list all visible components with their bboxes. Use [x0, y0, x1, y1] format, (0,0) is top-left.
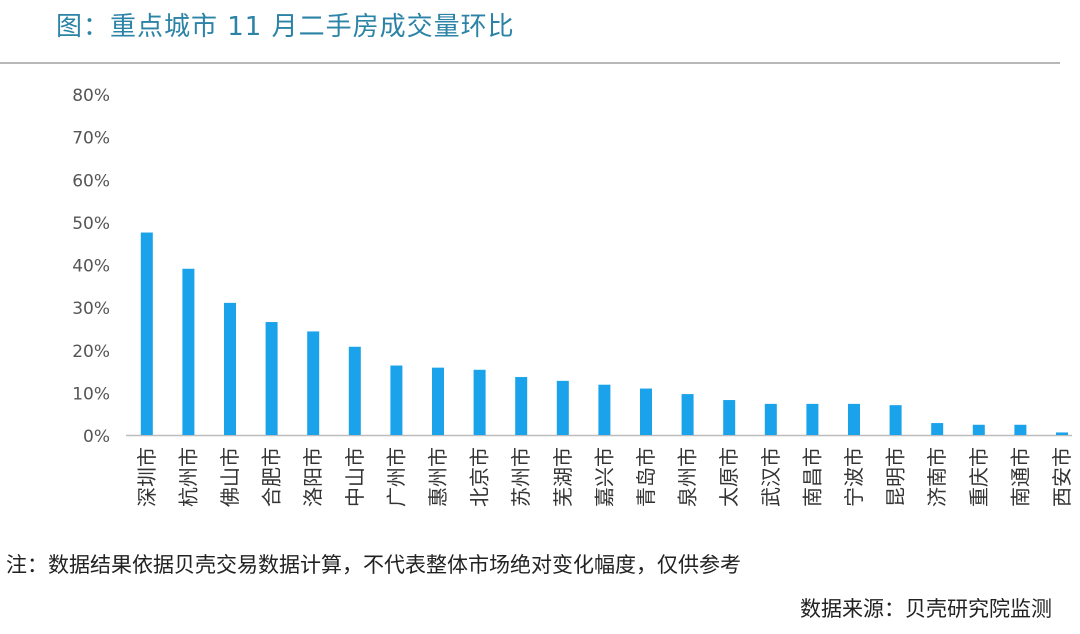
x-tick-label: 南通市 [1008, 447, 1032, 507]
bar [140, 232, 153, 435]
y-tick-label: 30% [72, 299, 110, 319]
x-tick-label: 武汉市 [759, 447, 783, 507]
y-tick-label: 50% [72, 214, 110, 234]
bar [473, 369, 486, 435]
bar [764, 403, 777, 435]
bar [556, 380, 569, 435]
x-tick-label: 合肥市 [260, 447, 284, 507]
x-tick-label: 佛山市 [218, 447, 242, 507]
bar [1056, 432, 1068, 435]
y-tick-label: 10% [72, 384, 110, 404]
x-tick-label: 芜湖市 [551, 447, 575, 507]
bar [598, 384, 611, 435]
bar [889, 405, 902, 435]
y-tick-label: 60% [72, 171, 110, 191]
y-tick-label: 40% [72, 257, 110, 277]
x-tick-label: 昆明市 [884, 447, 908, 507]
bar [640, 388, 652, 435]
x-tick-label: 中山市 [343, 447, 367, 507]
bar [348, 346, 361, 435]
x-tick-label: 青岛市 [634, 447, 658, 507]
bar [848, 403, 860, 435]
bar [931, 423, 944, 435]
y-tick-label: 0% [83, 427, 110, 447]
data-source: 数据来源：贝壳研究院监测 [800, 597, 1052, 621]
x-tick-label: 南昌市 [800, 447, 824, 507]
y-tick-label: 20% [72, 342, 110, 362]
x-tick-label: 西安市 [1050, 447, 1074, 507]
x-tick-label: 泉州市 [676, 447, 700, 507]
x-tick-label: 惠州市 [426, 447, 450, 507]
bar [182, 268, 195, 435]
x-tick-label: 宁波市 [842, 447, 866, 507]
y-tick-label: 70% [72, 129, 110, 149]
bar [806, 403, 819, 435]
x-tick-label: 嘉兴市 [592, 447, 616, 507]
x-tick-label: 太原市 [717, 447, 741, 507]
x-tick-label: 广州市 [384, 447, 408, 507]
x-tick-label: 深圳市 [135, 447, 159, 507]
bar [681, 394, 694, 435]
bar [390, 365, 403, 435]
bar [515, 377, 528, 435]
bar [224, 302, 236, 435]
bar [265, 322, 278, 435]
x-tick-label: 洛阳市 [301, 447, 325, 507]
bar [1014, 424, 1027, 435]
y-tick-label: 80% [72, 86, 110, 106]
x-tick-label: 北京市 [468, 447, 492, 507]
x-tick-label: 重庆市 [967, 447, 991, 507]
title-divider [0, 62, 1060, 64]
bar [972, 424, 985, 435]
x-tick-label: 济南市 [925, 447, 949, 507]
x-tick-label: 杭州市 [176, 447, 200, 507]
footnote: 注：数据结果依据贝壳交易数据计算，不代表整体市场绝对变化幅度，仅供参考 [6, 553, 741, 577]
bar [432, 367, 444, 435]
x-tick-label: 苏州市 [509, 447, 533, 507]
bar [723, 400, 736, 435]
chart-title: 图：重点城市 11 月二手房成交量环比 [56, 12, 515, 42]
bar [307, 331, 320, 435]
